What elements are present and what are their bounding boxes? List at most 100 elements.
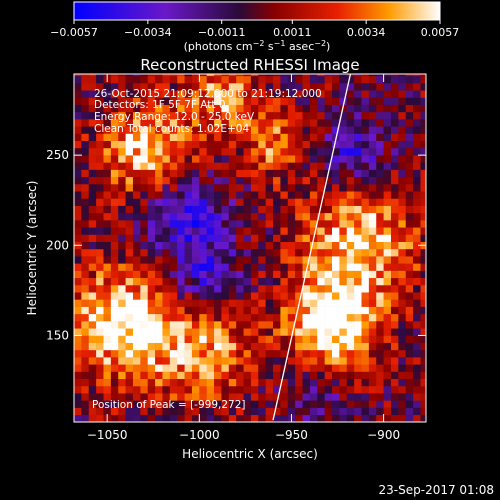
heatmap-cell [420,140,426,149]
heatmap-cell [147,97,156,105]
heatmap-cell [420,378,426,387]
heatmap-cell [273,357,281,365]
heatmap-cell [88,74,97,77]
heatmap-cell [206,83,215,91]
heatmap-cell [125,162,134,170]
heatmap-cell [199,133,207,142]
heatmap-cells [74,74,426,422]
heatmap-cell [420,133,426,142]
heatmap-cell [206,292,215,300]
heatmap-cell [398,263,407,271]
heatmap-cell [184,227,193,235]
heatmap-cell [361,212,370,221]
heatmap-cell [413,191,421,199]
heatmap-cell [162,126,171,134]
heatmap-cell [295,284,303,293]
heatmap-cell [162,140,171,149]
heatmap-cell [346,90,355,98]
heatmap-cell [250,212,259,221]
heatmap-cell [280,133,289,142]
heatmap-cell [273,119,281,127]
heatmap-cell [214,349,222,358]
heatmap-cell [413,349,421,358]
heatmap-cell [324,104,333,113]
heatmap-cell [162,176,171,185]
heatmap-cell [390,147,399,156]
heatmap-cell [169,400,178,408]
heatmap-cell [118,147,126,156]
heatmap-cell [191,97,200,105]
heatmap-cell [169,284,178,293]
heatmap-cell [376,364,384,372]
heatmap-cell [147,328,156,336]
heatmap-cell [125,119,134,127]
heatmap-cell [206,393,215,401]
heatmap-cell [309,284,318,293]
heatmap-cell [81,414,90,422]
heatmap-cell [228,263,237,271]
heatmap-cell [295,393,303,401]
heatmap-cell [324,270,333,279]
heatmap-cell [280,357,289,365]
colorbar-tick-label: 0.0057 [421,26,460,39]
annotation-time-range: 26-Oct-2015 21:09:12.000 to 21:19:12.000 [94,88,322,100]
heatmap-cell [361,133,370,142]
heatmap-cell [265,140,274,149]
heatmap-cell [162,119,171,127]
heatmap-cell [250,248,259,257]
annotation-energy-range: Energy Range: 12.0 - 25.0 keV [94,111,255,123]
heatmap-cell [243,119,252,127]
heatmap-cell [332,371,340,380]
heatmap-cell [221,147,230,156]
heatmap-cell [302,119,311,127]
heatmap-cell [287,126,296,134]
heatmap-cell [280,83,289,91]
heatmap-cell [361,147,370,156]
heatmap-cell [191,248,200,257]
heatmap-cell [390,407,399,416]
heatmap-cell [317,220,325,228]
heatmap-cell [265,241,274,250]
heatmap-cell [74,357,82,365]
heatmap-cell [376,97,384,105]
heatmap-cell [309,133,318,142]
heatmap-cell [191,111,200,120]
heatmap-cell [228,90,237,98]
heatmap-cell [169,140,178,149]
heatmap-cell [309,342,318,351]
heatmap-cell [199,220,207,228]
heatmap-cell [214,357,222,365]
heatmap-cell [155,90,163,98]
heatmap-cell [413,133,421,142]
heatmap-cell [332,299,340,307]
heatmap-cell [324,176,333,185]
heatmap-cell [147,140,156,149]
heatmap-cell [88,277,97,286]
heatmap-cell [420,227,426,235]
heatmap-cell [295,400,303,408]
heatmap-cell [258,147,266,156]
heatmap-cell [420,284,426,293]
heatmap-cell [383,169,392,178]
heatmap-cell [346,220,355,228]
heatmap-cell [169,83,178,91]
heatmap-cell [302,83,311,91]
heatmap-cell [88,263,97,271]
heatmap-cell [184,220,193,228]
heatmap-cell [74,328,82,336]
heatmap-cell [413,299,421,307]
heatmap-cell [81,364,90,372]
heatmap-cell [221,335,230,343]
heatmap-cell [199,155,207,163]
heatmap-cell [420,119,426,127]
heatmap-cell [398,292,407,300]
heatmap-cell [199,357,207,365]
heatmap-cell [295,357,303,365]
heatmap-cell [74,292,82,300]
heatmap-cell [258,104,266,113]
heatmap-cell [295,176,303,185]
heatmap-cell [169,155,178,163]
heatmap-cell [376,83,384,91]
heatmap-cell [228,393,237,401]
heatmap-cell [309,241,318,250]
